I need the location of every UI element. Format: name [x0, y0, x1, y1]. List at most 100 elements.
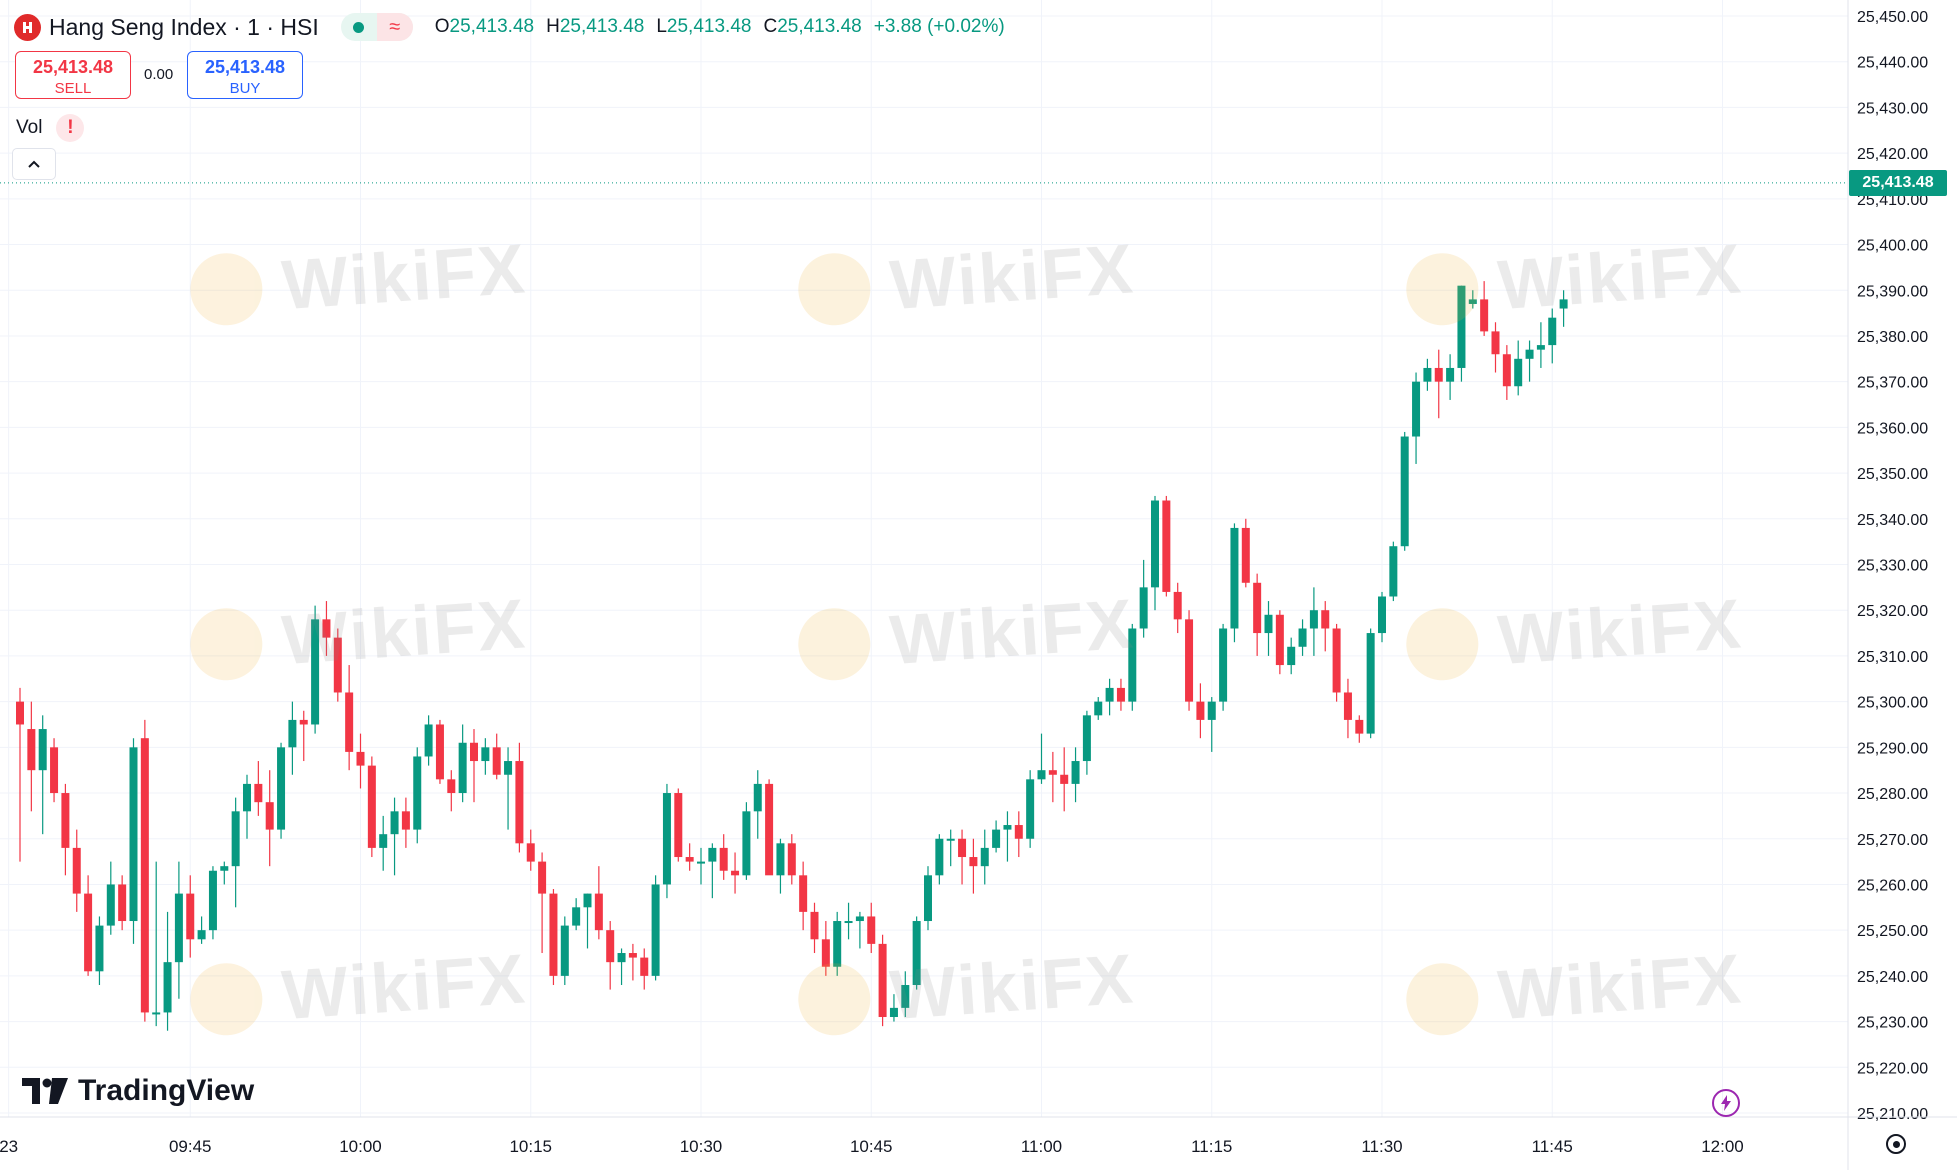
sell-button[interactable]: 25,413.48 SELL [15, 51, 131, 99]
candle-body [1026, 779, 1035, 839]
candle-body [1309, 610, 1318, 629]
x-tick-label: 10:15 [509, 1137, 552, 1156]
candle-body [617, 953, 626, 963]
candle-body [481, 747, 490, 762]
candle-body [322, 619, 331, 638]
y-tick-label: 25,250.00 [1857, 923, 1928, 940]
candle-body [118, 884, 127, 922]
candle-body [1355, 719, 1364, 734]
y-tick-label: 25,270.00 [1857, 832, 1928, 849]
market-status-pill[interactable]: ≈ [340, 13, 413, 41]
candle-body [1400, 436, 1409, 547]
y-tick-label: 25,320.00 [1857, 603, 1928, 620]
y-tick-label: 25,230.00 [1857, 1015, 1928, 1032]
candle-body [277, 747, 286, 830]
candle-body [288, 719, 297, 748]
candle-body [1241, 527, 1250, 583]
candle-body [935, 838, 944, 876]
candle-body [594, 893, 603, 931]
candle-body [697, 861, 705, 864]
symbol-title[interactable]: Hang Seng Index · 1 · HSI [49, 13, 319, 40]
candle-body [1491, 331, 1500, 355]
candle-body [1514, 358, 1523, 387]
candle-body [992, 829, 1001, 848]
y-tick-label: 25,420.00 [1857, 146, 1928, 163]
candle-body [799, 875, 808, 912]
buy-price: 25,413.48 [204, 57, 286, 77]
candle-body [1423, 367, 1432, 382]
candle-body [765, 783, 774, 876]
y-tick-label: 25,430.00 [1857, 100, 1928, 117]
candle-body [833, 921, 842, 967]
candle-body [27, 729, 36, 771]
candle-body [878, 943, 887, 1018]
candle-body [1332, 628, 1341, 693]
candle-body [504, 761, 513, 775]
candle-body [821, 939, 830, 967]
candle-body [61, 793, 70, 848]
price-change: +3.88 (+0.02%) [873, 16, 1005, 37]
candle-body [1219, 628, 1228, 702]
candle-body [1298, 628, 1307, 647]
candle-body [1457, 285, 1466, 368]
candle-body [1071, 761, 1080, 784]
y-tick-label: 25,240.00 [1857, 969, 1928, 986]
candle-body [731, 870, 740, 876]
candle-body [265, 802, 274, 830]
candle-body [1037, 770, 1046, 780]
candle-body [651, 884, 660, 976]
x-tick-label: 23 [0, 1137, 18, 1156]
candle-body [163, 962, 172, 1013]
candle-body [1525, 349, 1534, 359]
x-tick-label: 12:00 [1701, 1137, 1744, 1156]
candle-body [889, 1007, 898, 1018]
candle-body [379, 834, 388, 848]
candle-body [1048, 770, 1057, 775]
candle-body [50, 747, 59, 794]
candle-body [776, 843, 785, 876]
candle-body [345, 692, 354, 752]
volume-legend[interactable]: Vol ! [16, 114, 85, 142]
y-tick-label: 25,310.00 [1857, 649, 1928, 666]
x-tick-label: 10:00 [339, 1137, 382, 1156]
sell-label: SELL [54, 80, 92, 97]
candle-body [1275, 614, 1284, 666]
settings-icon[interactable] [1886, 1134, 1906, 1154]
candle-body [1185, 619, 1194, 702]
y-tick-label: 25,400.00 [1857, 238, 1928, 255]
candle-body [560, 925, 569, 976]
bolt-icon[interactable] [1712, 1089, 1740, 1117]
candle-body [152, 1012, 161, 1015]
y-tick-label: 25,370.00 [1857, 375, 1928, 392]
y-tick-label: 25,300.00 [1857, 695, 1928, 712]
candle-body [719, 847, 728, 871]
ohlc-low: L25,413.48 [656, 16, 752, 37]
collapse-legend-button[interactable] [12, 148, 56, 180]
candle-body [220, 866, 229, 871]
candle-body [95, 925, 104, 972]
candle-body [208, 870, 217, 931]
warning-icon[interactable]: ! [56, 114, 85, 142]
market-open-icon [341, 13, 377, 41]
buy-button[interactable]: 25,413.48 BUY [187, 51, 303, 99]
candle-body [447, 779, 456, 794]
candle-body [1343, 692, 1352, 720]
candle-body [1434, 367, 1443, 382]
candle-body [526, 843, 535, 862]
tradingview-logo[interactable]: TradingView [22, 1074, 254, 1108]
chevron-up-icon [28, 160, 40, 168]
candle-body [1366, 633, 1375, 734]
candle-body [72, 847, 81, 894]
y-tick-label: 25,290.00 [1857, 740, 1928, 757]
candle-body [901, 985, 910, 1008]
candle-body [84, 893, 93, 972]
y-tick-label: 25,440.00 [1857, 55, 1928, 72]
candle-body [1060, 774, 1069, 784]
delayed-data-icon: ≈ [376, 13, 413, 41]
candle-body [1264, 614, 1273, 634]
candle-body [867, 916, 876, 944]
y-tick-label: 25,350.00 [1857, 466, 1928, 483]
candle-body [924, 875, 932, 922]
hsi-logo-icon [14, 13, 41, 41]
